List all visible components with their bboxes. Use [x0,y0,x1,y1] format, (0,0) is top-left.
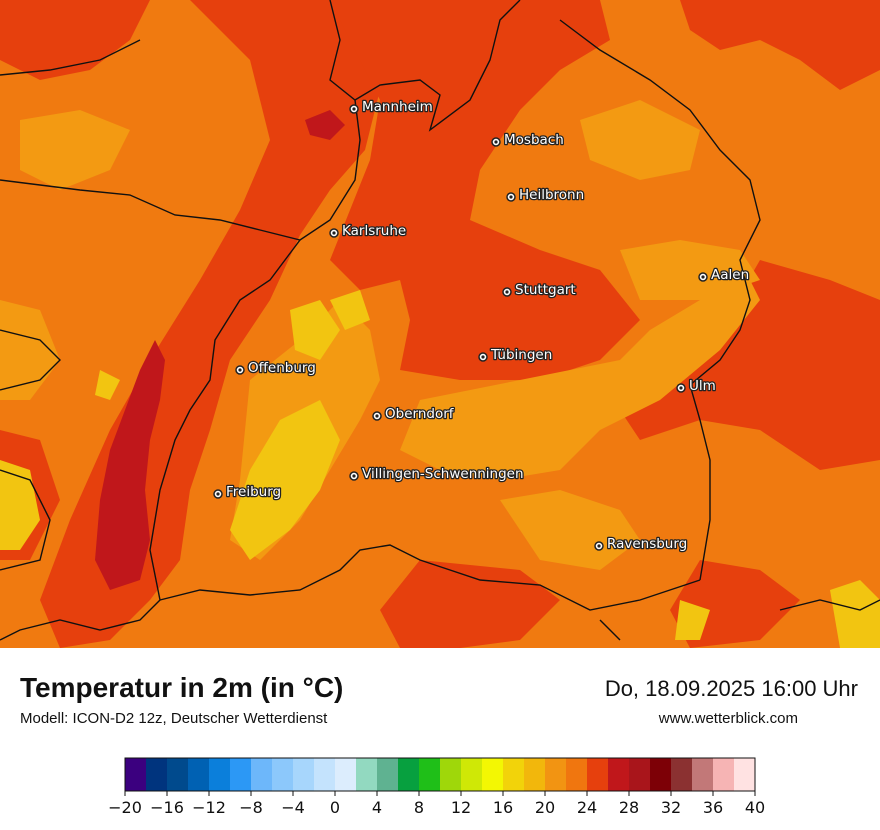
legend-tick-label: −16 [150,798,184,817]
city-dot-center [216,492,220,496]
legend-tick-label: 20 [535,798,555,817]
legend-color-step [251,758,273,791]
legend-tick-label: −4 [281,798,305,817]
city-ravensburg: Ravensburg [594,535,689,553]
legend-color-step [272,758,294,791]
temperature-zone-26-28 [95,110,345,590]
legend-tick-label: −8 [239,798,263,817]
legend-tick-label: 8 [414,798,424,817]
legend-color-step [671,758,693,791]
city-villingen-schwenningen: Villingen-Schwenningen [349,465,525,483]
city-dot-center [679,386,683,390]
city-label: Mosbach [504,132,564,148]
city-label: Heilbronn [519,187,584,203]
legend-tick-label: 28 [619,798,639,817]
legend-color-step [335,758,357,791]
legend-color-step [293,758,315,791]
city-label: Ulm [689,378,716,394]
map-svg: Mannheim Mosbach Heilbronn Karlsruhe Aalen St… [0,0,880,648]
legend-tick-label: −12 [192,798,226,817]
valid-datetime: Do, 18.09.2025 16:00 Uhr [604,676,858,701]
city-dot-center [332,231,336,235]
city-markers: Mannheim Mosbach Heilbronn Karlsruhe Aalen St… [213,98,750,553]
legend-color-step [188,758,210,791]
city-label: Offenburg [248,360,316,376]
legend-color-step [566,758,588,791]
legend-tick-label: 36 [703,798,723,817]
temperature-map: Mannheim Mosbach Heilbronn Karlsruhe Aalen St… [0,0,880,648]
legend-color-step [398,758,420,791]
city-ulm: Ulm [676,377,717,395]
borders [0,0,880,641]
city-oberndorf: Oberndorf [372,405,456,423]
legend-color-step [650,758,672,791]
legend-color-step [356,758,378,791]
city-label: Mannheim [362,99,433,115]
legend-color-step [125,758,147,791]
legend-color-step [209,758,231,791]
legend-color-step [230,758,252,791]
legend-color-step [440,758,462,791]
legend-color-step [608,758,630,791]
city-stuttgart: Stuttgart [502,281,577,299]
map-title: Temperatur in 2m (in °C) [20,672,344,703]
city-karlsruhe: Karlsruhe [329,222,408,240]
city-mosbach: Mosbach [491,131,565,149]
city-dot-center [494,140,498,144]
legend-tick-label: −20 [108,798,142,817]
city-label: Oberndorf [385,406,455,422]
city-label: Karlsruhe [342,223,406,239]
legend-color-step [503,758,525,791]
legend-tick-label: 24 [577,798,597,817]
legend-color-step [734,758,756,791]
city-dot-center [352,474,356,478]
city-offenburg: Offenburg [235,359,317,377]
legend-tick-label: 4 [372,798,382,817]
legend-color-step [461,758,483,791]
legend-color-step [692,758,714,791]
city-heilbronn: Heilbronn [506,186,585,204]
legend-tick-label: 0 [330,798,340,817]
model-subtitle: Modell: ICON-D2 12z, Deutscher Wetterdie… [20,710,328,727]
city-dot-center [352,107,356,111]
legend-color-step [587,758,609,791]
city-freiburg: Freiburg [213,483,282,501]
city-label: Freiburg [226,484,281,500]
legend-color-step [629,758,651,791]
legend-color-step [713,758,735,791]
city-label: Tübingen [490,347,552,363]
legend-tick-label: 32 [661,798,681,817]
city-dot-center [509,195,513,199]
city-t-bingen: Tübingen [478,346,554,364]
legend-color-step [314,758,336,791]
city-aalen: Aalen [698,266,750,284]
legend-tick-label: 40 [745,798,765,817]
website-link[interactable]: www.wetterblick.com [658,710,798,727]
legend-tick-label: 12 [451,798,471,817]
city-label: Aalen [711,267,749,283]
city-dot-center [505,290,509,294]
city-label: Stuttgart [515,282,576,298]
legend-color-step [545,758,567,791]
city-label: Villingen-Schwenningen [362,466,524,482]
legend-border [124,757,756,792]
legend-tick-label: 16 [493,798,513,817]
legend-color-step [419,758,441,791]
temperature-zone-18-20 [0,290,880,648]
legend-color-step [482,758,504,791]
city-dot-center [481,355,485,359]
footer: Temperatur in 2m (in °C) Modell: ICON-D2… [0,648,880,830]
legend-color-step [524,758,546,791]
city-dot-center [238,368,242,372]
city-dot-center [375,414,379,418]
city-label: Ravensburg [607,536,687,552]
city-dot-center [701,275,705,279]
city-dot-center [597,544,601,548]
legend-color-step [146,758,168,791]
color-legend: −20 −16 −12 −8 −4 0 4 8 12 16 20 24 28 32 36 40 [108,757,765,817]
legend-color-step [377,758,399,791]
city-mannheim: Mannheim [349,98,434,116]
legend-color-step [167,758,189,791]
